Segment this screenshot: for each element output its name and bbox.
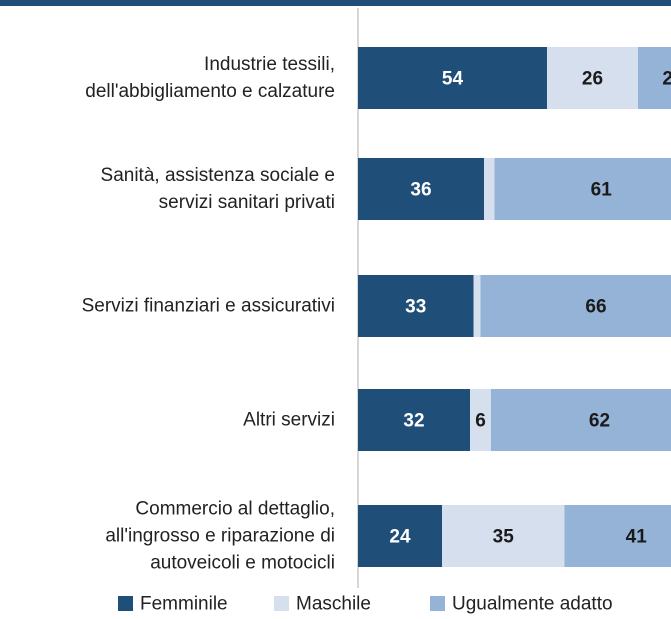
data-label: 36 — [410, 180, 431, 201]
bar-segment — [495, 158, 671, 220]
legend-label: Ugualmente adatto — [452, 594, 613, 615]
legend-label: Maschile — [296, 594, 371, 615]
data-label: 35 — [493, 527, 515, 548]
category-label: Servizi finanziari e assicurativi — [82, 296, 335, 317]
bar-segment — [491, 389, 671, 451]
category-label: Sanità, assistenza sociale e — [101, 165, 335, 186]
data-label: 24 — [389, 527, 411, 548]
data-label: 20 — [662, 69, 671, 90]
category-label: Altri servizi — [243, 410, 335, 431]
data-label: 54 — [442, 69, 464, 90]
legend-swatch — [430, 596, 445, 611]
legend-swatch — [274, 596, 289, 611]
data-label: 62 — [589, 411, 610, 432]
data-label: 33 — [405, 297, 426, 318]
category-label: Commercio al dettaglio, — [135, 499, 335, 520]
category-label: all'ingrosso e riparazione di — [105, 526, 335, 547]
data-label: 66 — [585, 297, 606, 318]
data-label: 32 — [403, 411, 424, 432]
legend-swatch — [118, 596, 133, 611]
category-label: dell'abbigliamento e calzature — [85, 81, 335, 102]
data-label: 41 — [626, 527, 648, 548]
category-label: Industrie tessili, — [204, 54, 335, 75]
legend-label: Femminile — [140, 594, 228, 615]
bar-segment — [565, 505, 671, 567]
category-label: autoveicoli e motocicli — [150, 553, 335, 574]
top-border — [0, 0, 671, 6]
bar-segment — [484, 158, 495, 220]
bar-segment — [481, 275, 671, 337]
data-label: 6 — [475, 411, 486, 432]
data-label: 26 — [582, 69, 603, 90]
bar-segment — [474, 275, 481, 337]
category-label: servizi sanitari privati — [159, 192, 335, 213]
data-label: 61 — [591, 180, 613, 201]
